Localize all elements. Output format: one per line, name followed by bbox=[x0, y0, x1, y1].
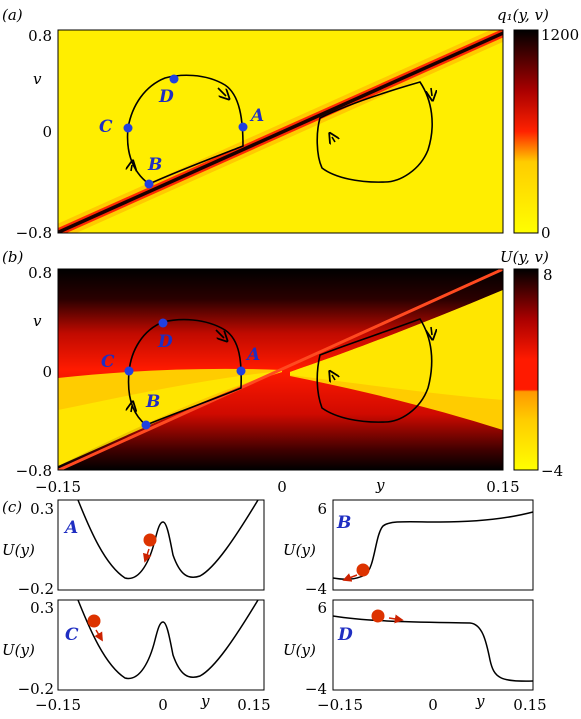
panel-b-orbit-right bbox=[316, 318, 433, 423]
panel-b-arrow-3 bbox=[431, 326, 432, 335]
panel-b-colorbar-title: U(y, v) bbox=[500, 248, 549, 266]
subplot-d-xtick-mid: 0 bbox=[428, 696, 438, 714]
panel-a-colorbar-min: 0 bbox=[541, 224, 551, 242]
subplot-c-ytick-top: 0.3 bbox=[30, 599, 54, 617]
panel-b-xtick-mid: 0 bbox=[277, 478, 287, 496]
panel-a-colorbar bbox=[513, 29, 539, 234]
subplot-d-xtick-right: 0.15 bbox=[513, 696, 546, 714]
subplot-b-ytick-top: 6 bbox=[317, 500, 327, 518]
subplot-d-arrow bbox=[388, 614, 404, 624]
panel-a-orbit-right bbox=[316, 81, 433, 183]
subplot-d-ytick-bot: −4 bbox=[305, 680, 327, 698]
subplot-d-ylabel: U(y) bbox=[283, 641, 316, 659]
panel-b-arrow-4 bbox=[332, 375, 335, 380]
panel-a-ytick-bot: −0.8 bbox=[16, 224, 52, 242]
panel-b-point-c bbox=[124, 366, 134, 376]
subplot-c-id: C bbox=[65, 625, 79, 645]
panel-a-colorbar-max: 1200 bbox=[541, 26, 579, 44]
subplot-a-id: A bbox=[63, 518, 78, 538]
panel-b-label-a: A bbox=[245, 345, 260, 365]
panel-b-label-c: C bbox=[101, 352, 115, 372]
panel-a-label-d: D bbox=[158, 87, 174, 107]
subplot-b-ylabel: U(y) bbox=[283, 541, 316, 559]
panel-a-label-b: B bbox=[147, 155, 162, 175]
panel-b-label-d: D bbox=[157, 332, 173, 352]
panel-a-point-c bbox=[123, 123, 133, 133]
subplot-a-ytick-bot: −0.2 bbox=[18, 580, 54, 598]
panel-b-xtick-left: −0.15 bbox=[35, 478, 81, 496]
panel-a-point-d bbox=[169, 74, 179, 84]
panel-b-ytick-mid: 0 bbox=[42, 363, 52, 381]
panel-a-arrow-3 bbox=[431, 87, 432, 96]
subplot-a-ball bbox=[143, 533, 157, 547]
subplot-d-xtick-left: −0.15 bbox=[317, 696, 363, 714]
panel-a-point-b bbox=[144, 179, 154, 189]
panel-b-arrow-2 bbox=[131, 406, 132, 412]
subplot-c-xtick-left: −0.15 bbox=[35, 696, 81, 714]
panel-c-label: (c) bbox=[2, 498, 22, 516]
subplot-a-arrow bbox=[143, 548, 152, 563]
subplot-d-id: D bbox=[337, 625, 353, 645]
panel-a-orbit-left bbox=[126, 74, 244, 185]
subplot-c-xtick-right: 0.15 bbox=[237, 696, 270, 714]
subplot-b-ball bbox=[356, 563, 370, 577]
panel-b-xlabel: y bbox=[375, 476, 385, 494]
panel-b-point-b bbox=[141, 420, 151, 430]
panel-b-arrow-1 bbox=[215, 329, 224, 338]
subplot-d-ball bbox=[371, 609, 385, 623]
panel-a-label-a: A bbox=[249, 106, 264, 126]
panel-a-point-a bbox=[238, 122, 248, 132]
subplot-c: C 0.3 −0.2 U(y) −0.15 0 0.15 y bbox=[2, 599, 271, 714]
subplot-a-ylabel: U(y) bbox=[2, 541, 35, 559]
subplot-c-ball bbox=[87, 614, 101, 628]
panel-b-label: (b) bbox=[2, 248, 23, 266]
panel-c: (c) A 0.3 −0.2 U(y) B 6 −4 U(y) bbox=[2, 498, 547, 714]
subplot-d-ytick-top: 6 bbox=[317, 599, 327, 617]
subplot-b-ytick-bot: −4 bbox=[305, 580, 327, 598]
subplot-b-id: B bbox=[336, 513, 351, 533]
panel-a-arrow-1 bbox=[217, 87, 226, 96]
panel-b-point-d bbox=[158, 318, 168, 328]
subplot-a: A 0.3 −0.2 U(y) bbox=[2, 499, 265, 598]
subplot-d-xlabel: y bbox=[475, 692, 485, 710]
panel-b: (b) D A C B 0.8 0 −0.8 v −0.15 0 bbox=[2, 248, 563, 496]
panel-b-point-a bbox=[236, 366, 246, 376]
panel-b-xtick-right: 0.15 bbox=[486, 478, 519, 496]
subplot-c-arrow bbox=[94, 629, 103, 642]
panel-a-ytick-top: 0.8 bbox=[28, 27, 52, 45]
subplot-b-arrow bbox=[342, 573, 358, 582]
panel-a-arrow-2 bbox=[131, 165, 132, 171]
panel-b-label-b: B bbox=[145, 392, 160, 412]
subplot-d: D 6 −4 U(y) −0.15 0 0.15 y bbox=[283, 599, 547, 714]
panel-a-arrow-4 bbox=[332, 137, 335, 142]
panel-b-ylabel: v bbox=[33, 312, 42, 330]
panel-b-heatmap bbox=[58, 269, 503, 470]
panel-a-ytick-mid: 0 bbox=[42, 123, 52, 141]
subplot-c-ytick-bot: −0.2 bbox=[18, 680, 54, 698]
subplot-c-xlabel: y bbox=[200, 692, 210, 710]
panel-a-ylabel: v bbox=[33, 70, 42, 88]
panel-b-colorbar bbox=[513, 268, 539, 471]
panel-a-heatmap bbox=[58, 30, 503, 233]
subplot-c-xtick-mid: 0 bbox=[158, 696, 168, 714]
subplot-b: B 6 −4 U(y) bbox=[283, 499, 534, 598]
subplot-c-ylabel: U(y) bbox=[2, 641, 35, 659]
panel-b-ytick-top: 0.8 bbox=[28, 264, 52, 282]
panel-b-colorbar-min: −4 bbox=[541, 462, 563, 480]
panel-a-label-c: C bbox=[99, 117, 113, 137]
panel-b-colorbar-max: 8 bbox=[543, 266, 553, 284]
subplot-a-ytick-top: 0.3 bbox=[30, 500, 54, 518]
panel-a-label: (a) bbox=[2, 6, 23, 24]
panel-b-ytick-bot: −0.8 bbox=[16, 462, 52, 480]
panel-a-colorbar-title: q₁(y, v) bbox=[497, 6, 549, 24]
panel-a: (a) D A C B 0.8 0 −0.8 v q₁(y, v) 1200 bbox=[2, 6, 579, 242]
